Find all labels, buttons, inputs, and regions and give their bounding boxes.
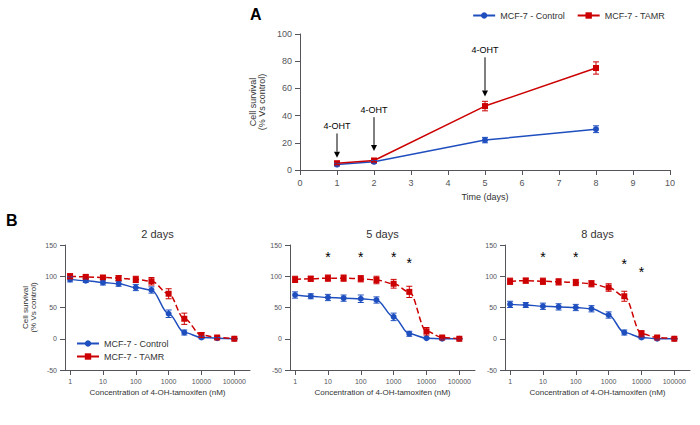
svg-text:1000: 1000	[601, 378, 617, 385]
svg-text:20: 20	[282, 138, 292, 148]
svg-text:-50: -50	[272, 367, 282, 374]
svg-text:*: *	[391, 249, 397, 265]
svg-text:50: 50	[489, 304, 497, 311]
svg-text:MCF-7 - Control: MCF-7 - Control	[500, 11, 565, 21]
svg-text:0: 0	[287, 165, 292, 175]
svg-text:*: *	[325, 249, 331, 265]
svg-text:9: 9	[630, 178, 635, 188]
svg-text:MCF-7 - TAMR: MCF-7 - TAMR	[605, 11, 666, 21]
svg-text:2: 2	[371, 178, 376, 188]
svg-text:B: B	[6, 212, 18, 229]
svg-text:(% Vs control): (% Vs control)	[29, 282, 38, 333]
svg-text:Concentration of 4-OH-tamoxife: Concentration of 4-OH-tamoxifen (nM)	[529, 388, 665, 397]
svg-text:100: 100	[277, 29, 292, 39]
svg-text:50: 50	[49, 304, 57, 311]
svg-text:1: 1	[334, 178, 339, 188]
svg-text:150: 150	[45, 242, 57, 249]
svg-text:-50: -50	[47, 367, 57, 374]
svg-text:MCF-7 - Control: MCF-7 - Control	[104, 339, 169, 349]
svg-text:100000: 100000	[448, 378, 471, 385]
svg-text:10000: 10000	[192, 378, 212, 385]
svg-text:10: 10	[324, 378, 332, 385]
svg-text:100: 100	[45, 273, 57, 280]
svg-text:100000: 100000	[223, 378, 246, 385]
svg-text:-50: -50	[487, 367, 497, 374]
svg-text:*: *	[407, 255, 413, 271]
svg-text:(% Vs control): (% Vs control)	[257, 74, 267, 131]
svg-text:8: 8	[593, 178, 598, 188]
svg-text:1: 1	[293, 378, 297, 385]
svg-text:50: 50	[274, 304, 282, 311]
svg-text:3: 3	[408, 178, 413, 188]
svg-text:6: 6	[519, 178, 524, 188]
svg-text:150: 150	[485, 242, 497, 249]
svg-text:1000: 1000	[161, 378, 177, 385]
svg-text:Cell survival: Cell survival	[20, 285, 30, 330]
svg-text:60: 60	[282, 83, 292, 93]
svg-text:0: 0	[493, 335, 497, 342]
svg-text:5: 5	[482, 178, 487, 188]
svg-text:*: *	[639, 264, 645, 280]
svg-text:40: 40	[282, 111, 292, 121]
svg-text:Time (days): Time (days)	[461, 192, 508, 202]
svg-text:1: 1	[508, 378, 512, 385]
svg-text:4-OHT: 4-OHT	[472, 45, 500, 55]
svg-text:1000: 1000	[386, 378, 402, 385]
svg-text:150: 150	[270, 242, 282, 249]
svg-text:*: *	[540, 249, 546, 265]
svg-text:*: *	[358, 249, 364, 265]
svg-text:MCF-7 - TAMR: MCF-7 - TAMR	[104, 352, 165, 362]
svg-text:5 days: 5 days	[366, 228, 399, 240]
svg-text:0: 0	[53, 335, 57, 342]
svg-text:1: 1	[68, 378, 72, 385]
svg-text:Concentration of 4-OH-tamoxife: Concentration of 4-OH-tamoxifen (nM)	[89, 388, 225, 397]
svg-text:7: 7	[556, 178, 561, 188]
svg-text:0: 0	[297, 178, 302, 188]
svg-text:Concentration of 4-OH-tamoxife: Concentration of 4-OH-tamoxifen (nM)	[314, 388, 450, 397]
svg-text:10: 10	[99, 378, 107, 385]
svg-text:100: 100	[130, 378, 142, 385]
svg-text:10000: 10000	[417, 378, 437, 385]
svg-text:100: 100	[270, 273, 282, 280]
svg-text:*: *	[622, 256, 628, 272]
svg-text:100: 100	[355, 378, 367, 385]
svg-text:100: 100	[570, 378, 582, 385]
svg-text:10: 10	[539, 378, 547, 385]
svg-text:80: 80	[282, 56, 292, 66]
svg-text:8 days: 8 days	[581, 228, 614, 240]
svg-text:4-OHT: 4-OHT	[324, 121, 352, 131]
svg-text:10: 10	[665, 178, 675, 188]
svg-text:100: 100	[485, 273, 497, 280]
svg-text:2 days: 2 days	[141, 228, 174, 240]
svg-text:100000: 100000	[663, 378, 686, 385]
svg-text:0: 0	[278, 335, 282, 342]
svg-text:*: *	[573, 249, 579, 265]
svg-text:4-OHT: 4-OHT	[361, 105, 389, 115]
svg-text:4: 4	[445, 178, 450, 188]
svg-text:10000: 10000	[632, 378, 652, 385]
svg-text:A: A	[250, 6, 262, 23]
svg-text:Cell survival: Cell survival	[247, 77, 258, 127]
